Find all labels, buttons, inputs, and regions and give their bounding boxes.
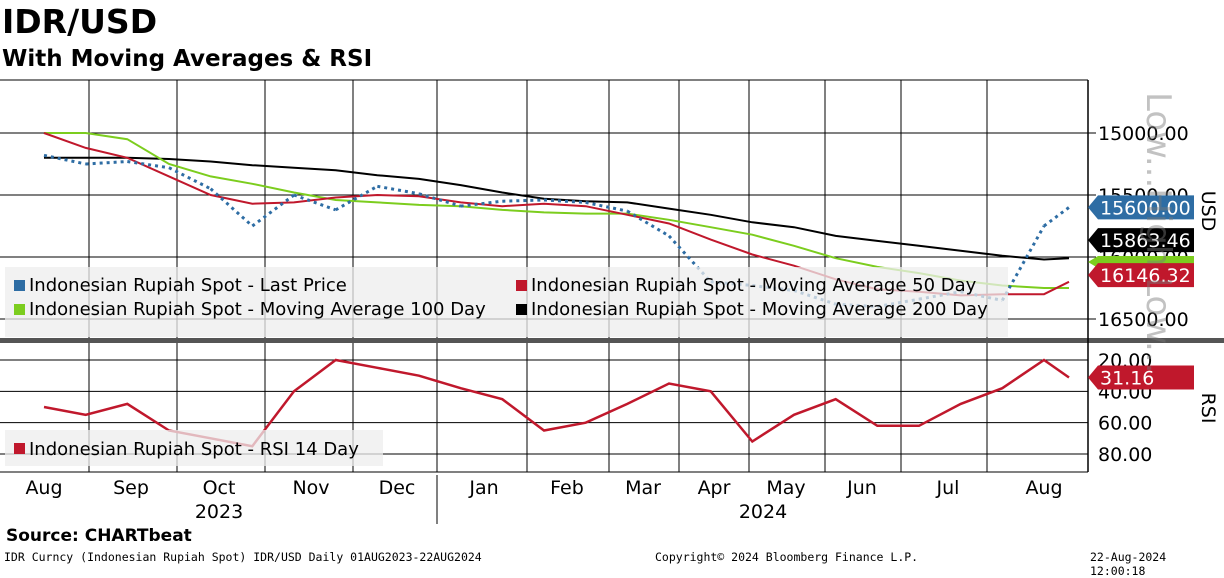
last-price-segment — [1001, 225, 1046, 302]
panel-separator — [0, 338, 1224, 343]
x-year-label: 2024 — [739, 501, 787, 523]
legend-swatch — [14, 304, 25, 315]
x-month-label: Nov — [292, 477, 329, 499]
last-price-segment — [418, 192, 462, 208]
last-price-segment — [209, 187, 254, 228]
legend-swatch — [516, 304, 527, 315]
last-price-segment — [293, 193, 337, 212]
last-price-segment — [626, 209, 670, 238]
last-price-segment — [251, 193, 295, 228]
ma50-badge-bg — [1088, 263, 1194, 288]
x-month-label: Feb — [550, 477, 584, 499]
ma50-badge: 16146.32 — [1100, 265, 1191, 287]
last-price-segment — [502, 198, 545, 203]
x-month-label: Dec — [379, 477, 416, 499]
legend-label: Indonesian Rupiah Spot - Last Price — [29, 275, 347, 296]
x-month-label: Oct — [203, 477, 236, 499]
x-year-label: 2023 — [195, 501, 243, 523]
last-price-segment — [334, 185, 379, 212]
last-price-segment — [377, 184, 420, 196]
chart-title: IDR/USD — [2, 2, 158, 41]
last-price-badge-bg — [1088, 195, 1194, 220]
chart-canvas: 15000.0015500.0016000.0016500.0020.0040.… — [0, 79, 1224, 524]
last-price-segment — [585, 200, 628, 213]
footer-security-info: IDR Curncy (Indonesian Rupiah Spot) IDR/… — [4, 550, 482, 564]
source-label: Source: CHARTbeat — [6, 526, 192, 546]
ma200-line — [44, 156, 1070, 261]
legend-label: Indonesian Rupiah Spot - Moving Average … — [29, 299, 486, 320]
ma200-badge-bg — [1088, 228, 1194, 253]
price-tick-label: 16500.00 — [1098, 309, 1189, 331]
x-month-label: Aug — [25, 477, 62, 499]
chart-subtitle: With Moving Averages & RSI — [2, 46, 373, 72]
last-price-segment — [85, 160, 128, 166]
ma100-line — [44, 132, 1069, 289]
x-month-label: Jul — [936, 477, 960, 499]
rsi-legend-box — [5, 430, 383, 466]
last-price-badge: 15600.00 — [1100, 197, 1191, 219]
legend-swatch — [14, 280, 25, 291]
footer-timestamp: 22-Aug-2024 12:00:18 — [1090, 550, 1167, 578]
rsi-tick-label: 60.00 — [1098, 413, 1152, 435]
footer-copyright: Copyright© 2024 Bloomberg Finance L.P. — [655, 550, 919, 564]
legend-swatch — [14, 443, 25, 454]
price-legend-box — [5, 267, 1008, 337]
watermark-text: Low...High Low... — [1138, 92, 1178, 374]
x-month-label: Aug — [1025, 477, 1062, 499]
x-month-label: Jan — [468, 477, 498, 499]
rsi-badge: 31.16 — [1100, 367, 1154, 389]
last-price-segment — [43, 153, 86, 166]
last-price-segment — [127, 160, 170, 170]
x-month-label: Apr — [698, 477, 731, 499]
x-month-label: Mar — [625, 477, 661, 499]
x-month-label: Sep — [113, 477, 149, 499]
x-month-label: May — [766, 477, 805, 499]
price-tick-label: 15000.00 — [1098, 123, 1189, 145]
legend-swatch — [516, 280, 527, 291]
legend-label: Indonesian Rupiah Spot - Moving Average … — [531, 299, 988, 320]
last-price-segment — [1043, 206, 1070, 228]
legend-label: Indonesian Rupiah Spot - Moving Average … — [531, 275, 977, 296]
rsi-axis-title: RSI — [1197, 393, 1219, 424]
last-price-segment — [168, 166, 212, 191]
price-axis-title: USD — [1197, 191, 1219, 232]
rsi-tick-label: 80.00 — [1098, 444, 1152, 466]
rsi-badge-bg — [1088, 365, 1194, 390]
legend-label: Indonesian Rupiah Spot - RSI 14 Day — [29, 439, 359, 460]
x-month-label: Jun — [846, 477, 877, 499]
ma200-badge: 15863.46 — [1100, 230, 1191, 252]
